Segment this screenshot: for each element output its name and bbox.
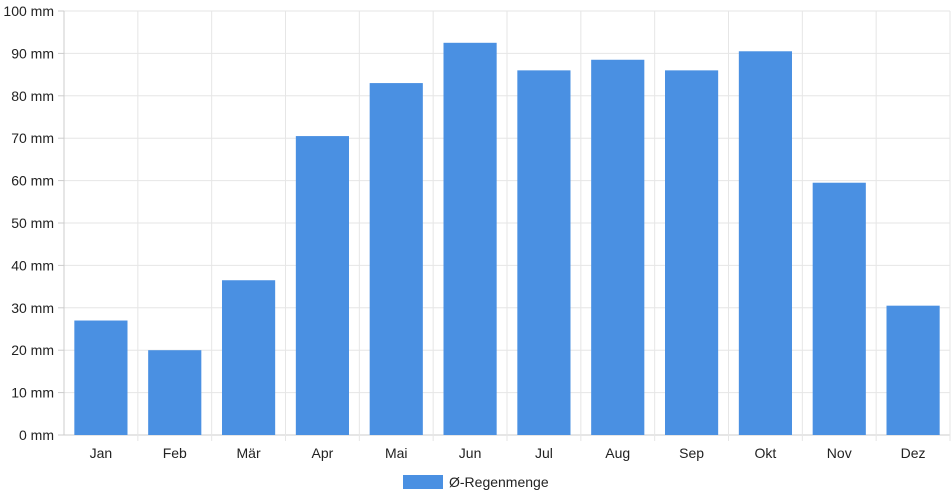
bar-apr[interactable]: [295, 136, 349, 435]
y-tick-label: 20 mm: [11, 342, 54, 358]
x-tick-label: Jul: [535, 445, 553, 461]
y-tick-label: 50 mm: [11, 215, 54, 231]
x-tick-label: Jan: [90, 445, 113, 461]
bar-okt[interactable]: [738, 51, 792, 435]
bar-jan[interactable]: [74, 320, 128, 435]
legend-swatch: [403, 475, 443, 489]
legend: Ø-Regenmenge: [403, 474, 549, 490]
x-tick-label: Apr: [312, 445, 334, 461]
x-tick-label: Nov: [827, 445, 852, 461]
x-tick-label: Feb: [163, 445, 187, 461]
bar-dez[interactable]: [886, 305, 940, 435]
y-tick-label: 10 mm: [11, 385, 54, 401]
x-tick-label: Jun: [459, 445, 482, 461]
axis-layer: 0 mm 10 mm 20 mm 30 mm 40 mm 50 mm 60 mm 70 mm 8…: [3, 3, 925, 461]
bar-layer: [74, 42, 940, 436]
bar-mai[interactable]: [369, 83, 423, 435]
bar-jul[interactable]: [517, 70, 571, 436]
bar-aug[interactable]: [591, 59, 645, 435]
bar-sep[interactable]: [665, 70, 719, 436]
y-tick-label: 80 mm: [11, 88, 54, 104]
y-tick-label: 60 mm: [11, 173, 54, 189]
y-tick-label: 40 mm: [11, 257, 54, 273]
y-tick-label: 90 mm: [11, 45, 54, 61]
bar-feb[interactable]: [148, 350, 202, 435]
x-tick-label: Aug: [605, 445, 630, 461]
y-tick-label: 100 mm: [3, 3, 54, 19]
bar-mär[interactable]: [222, 280, 276, 435]
y-tick-label: 30 mm: [11, 300, 54, 316]
x-tick-label: Dez: [901, 445, 926, 461]
y-tick-label: 0 mm: [19, 427, 54, 443]
y-tick-label: 70 mm: [11, 130, 54, 146]
x-tick-label: Mär: [237, 445, 261, 461]
legend-label: Ø-Regenmenge: [449, 474, 549, 490]
x-tick-label: Sep: [679, 445, 704, 461]
grid-layer: [63, 10, 951, 441]
x-tick-label: Mai: [385, 445, 408, 461]
bar-nov[interactable]: [812, 182, 866, 435]
x-tick-label: Okt: [755, 445, 777, 461]
bar-jun[interactable]: [443, 42, 497, 436]
